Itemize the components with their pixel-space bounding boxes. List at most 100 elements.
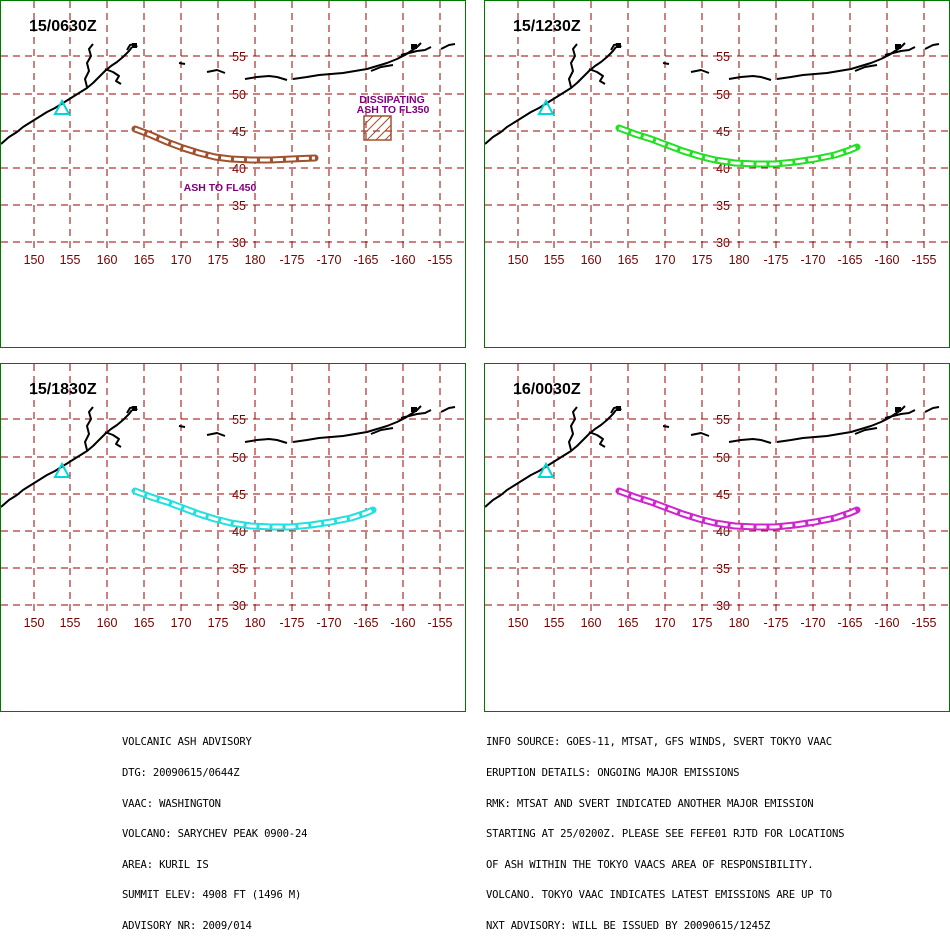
lon-label: 150 (24, 616, 45, 630)
coastline (616, 406, 621, 411)
coastline (924, 406, 940, 413)
lat-label: 35 (232, 199, 246, 213)
lon-label: -155 (911, 253, 936, 267)
coastline (884, 46, 916, 56)
coastline (728, 75, 772, 81)
lon-label: 160 (97, 616, 118, 630)
advisory-line: OF ASH WITHIN THE TOKYO VAACS AREA OF RE… (486, 858, 814, 871)
coastline (132, 406, 137, 411)
lon-label: 170 (171, 253, 192, 267)
coastline (485, 46, 617, 145)
coastline (178, 62, 186, 65)
coastline (244, 438, 288, 444)
coastline (588, 431, 606, 448)
panel-title: 16/0030Z (513, 381, 581, 398)
lon-label: 175 (208, 616, 229, 630)
coastline (400, 46, 432, 56)
coastline (440, 406, 456, 413)
ash-cloud-band-inner (618, 489, 858, 529)
advisory-line: ERUPTION DETAILS: ONGOING MAJOR EMISSION… (486, 767, 740, 779)
dissipating-ash-hatch (366, 115, 392, 141)
coastline (895, 407, 901, 412)
panel-title: 15/1830Z (29, 381, 97, 398)
lon-label: -170 (800, 616, 825, 630)
lon-label: -175 (279, 616, 304, 630)
lat-label: 55 (716, 413, 730, 427)
lon-label: -155 (427, 253, 452, 267)
lon-label: 165 (134, 253, 155, 267)
coastline (1, 409, 133, 508)
map-svg-4: 55 50 45 40 35 30 150 155 160 165 170 175 180 -175 -17… (485, 364, 950, 630)
coastline (690, 69, 710, 74)
lon-label: -155 (427, 616, 452, 630)
coastline (370, 427, 394, 435)
coastline (206, 432, 226, 437)
lon-label: -175 (763, 253, 788, 267)
advisory-line: DTG: 20090615/0644Z (122, 767, 240, 779)
coastline (104, 68, 122, 85)
dissipating-ash-hatch (375, 124, 392, 141)
lat-label: 30 (232, 599, 246, 613)
lon-label: -160 (390, 253, 415, 267)
lat-label: 40 (716, 162, 730, 176)
dissipating-ash-hatch (363, 115, 383, 135)
lat-label: 45 (716, 125, 730, 139)
lon-label: -160 (874, 253, 899, 267)
lon-label: 155 (60, 616, 81, 630)
lon-label: -165 (353, 253, 378, 267)
advisory-line: VOLCANIC ASH ADVISORY (122, 736, 252, 749)
advisory-line: SUMMIT ELEV: 4908 FT (1496 M) (122, 889, 302, 902)
lon-label: 180 (729, 616, 750, 630)
lat-label: 55 (716, 50, 730, 64)
map-panel-2: 55 50 45 40 35 30 150 155 160 165 170 175 180 -175 -17… (484, 0, 950, 348)
lon-label: 175 (208, 253, 229, 267)
lat-label: 30 (716, 599, 730, 613)
ash-cloud-band (131, 125, 319, 164)
lon-label: -160 (874, 616, 899, 630)
coastline (440, 43, 456, 50)
lon-label: -175 (763, 616, 788, 630)
lat-label: 50 (232, 88, 246, 102)
coastline (84, 43, 94, 88)
advisory-right: INFO SOURCE: GOES-11, MTSAT, GFS WINDS, … (486, 717, 845, 941)
lon-label: -170 (316, 253, 341, 267)
lat-label: 40 (232, 162, 246, 176)
coastline (776, 405, 906, 443)
lat-label: 45 (716, 488, 730, 502)
advisory-left: VOLCANIC ASH ADVISORY DTG: 20090615/0644… (122, 717, 308, 941)
volcano-marker-icon (537, 461, 555, 478)
lon-label: -170 (316, 616, 341, 630)
lat-label: 40 (232, 525, 246, 539)
lat-label: 45 (232, 125, 246, 139)
coastline (178, 425, 186, 428)
coastline (206, 69, 226, 74)
lat-label: 45 (232, 488, 246, 502)
lon-label: 160 (581, 253, 602, 267)
coastline (662, 62, 670, 65)
map-panel-1: 55 50 45 40 35 30 150 155 160 165 170 175 180 -175 -17… (0, 0, 467, 348)
coastline (132, 43, 137, 48)
coastline (485, 409, 617, 508)
advisory-line: VAAC: WASHINGTON (122, 797, 221, 810)
coastline (662, 425, 670, 428)
lon-label: 160 (97, 253, 118, 267)
panel-title: 15/0630Z (29, 18, 97, 35)
lon-label: 150 (508, 253, 529, 267)
coastline (400, 409, 432, 419)
advisory-line: STARTING AT 25/0200Z. PLEASE SEE FEFE01 … (486, 828, 845, 841)
coastline (588, 68, 606, 85)
lat-label: 40 (716, 525, 730, 539)
lon-label: -165 (837, 616, 862, 630)
dissipating-ash-box (363, 115, 392, 141)
ash-cloud-band-inner (618, 126, 858, 166)
dissipating-ash-hatch (363, 115, 374, 126)
dissipating-ash-hatch (384, 133, 392, 141)
map-svg-3: 55 50 45 40 35 30 150 155 160 165 170 175 180 -175 -17… (1, 364, 467, 630)
lon-label: -170 (800, 253, 825, 267)
coastline (884, 409, 916, 419)
advisory-line: AREA: KURIL IS (122, 858, 209, 871)
advisory-line: VOLCANO: SARYCHEV PEAK 0900-24 (122, 828, 308, 841)
ash-cloud-band-inner (134, 489, 374, 529)
map-svg-1: 55 50 45 40 35 30 150 155 160 165 170 175 180 -175 -17… (1, 1, 467, 267)
coastline (690, 432, 710, 437)
